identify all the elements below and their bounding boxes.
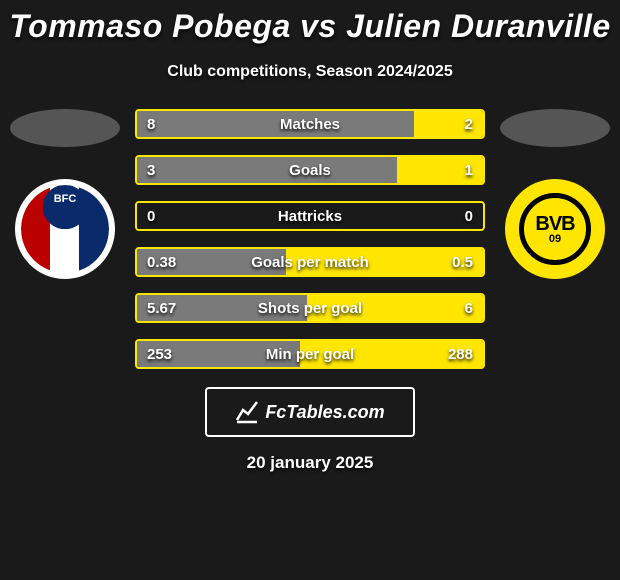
stat-label: Min per goal — [137, 341, 483, 367]
comparison-content: 8Matches2 3Goals1 0Hattricks0 0.38Goals per… — [0, 109, 620, 369]
bvb-badge-inner: BVB 09 — [519, 193, 591, 265]
comparison-title: Tommaso Pobega vs Julien Duranville — [0, 0, 620, 45]
stat-label: Goals per match — [137, 249, 483, 275]
stat-row: 0Hattricks0 — [135, 201, 485, 231]
footer-date: 20 january 2025 — [0, 453, 620, 473]
stat-label: Hattricks — [137, 203, 483, 229]
stat-row: 5.67Shots per goal6 — [135, 293, 485, 323]
left-player-portrait-placeholder — [10, 109, 120, 147]
footer-brand-logo: FcTables.com — [205, 387, 415, 437]
stat-label: Goals — [137, 157, 483, 183]
stat-bars: 8Matches2 3Goals1 0Hattricks0 0.38Goals per… — [135, 109, 485, 369]
right-side: BVB 09 — [495, 109, 615, 279]
stat-value-right: 1 — [455, 157, 483, 183]
stat-value-right: 2 — [455, 111, 483, 137]
stat-value-right: 288 — [438, 341, 483, 367]
chart-icon — [235, 400, 259, 424]
stat-value-right: 0.5 — [442, 249, 483, 275]
stat-label: Shots per goal — [137, 295, 483, 321]
stat-row: 0.38Goals per match0.5 — [135, 247, 485, 277]
bvb-badge-text: BVB — [535, 214, 574, 234]
stat-value-right: 6 — [455, 295, 483, 321]
bvb-badge-year: 09 — [549, 234, 561, 245]
stat-value-right: 0 — [455, 203, 483, 229]
comparison-subtitle: Club competitions, Season 2024/2025 — [0, 63, 620, 81]
stat-row: 253Min per goal288 — [135, 339, 485, 369]
right-player-portrait-placeholder — [500, 109, 610, 147]
left-team-badge — [15, 179, 115, 279]
left-side — [5, 109, 125, 279]
footer-brand-text: FcTables.com — [265, 402, 384, 423]
right-team-badge: BVB 09 — [505, 179, 605, 279]
stat-label: Matches — [137, 111, 483, 137]
stat-row: 8Matches2 — [135, 109, 485, 139]
stat-row: 3Goals1 — [135, 155, 485, 185]
